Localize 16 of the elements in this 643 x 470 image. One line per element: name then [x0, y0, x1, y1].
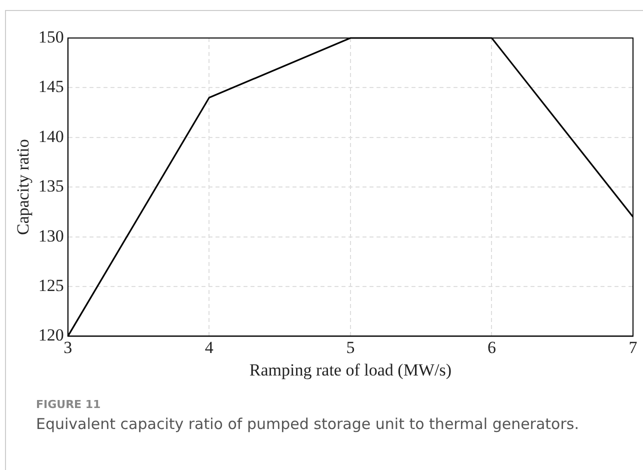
x-tick-label: 7 [628, 338, 638, 357]
y-axis-title: Capacity ratio [14, 139, 33, 236]
x-tick-label: 3 [64, 338, 72, 357]
x-tick-label: 6 [487, 338, 496, 357]
y-tick-label: 120 [38, 326, 64, 345]
x-tick-label: 4 [204, 338, 214, 357]
text: Equivalent capacity ratio of pumped storage unit to thermal generators. [36, 414, 580, 435]
y-tick-label: 150 [38, 27, 64, 46]
x-axis-title: Ramping rate of load (MW/s) [249, 360, 452, 380]
y-tick-label: 130 [38, 226, 64, 246]
y-tick-label: 140 [38, 126, 64, 146]
caption: FIGURE 11 [36, 398, 102, 411]
y-tick-label: 145 [38, 77, 64, 96]
y-tick-label: 125 [38, 276, 64, 295]
x-tick-label: 5 [346, 338, 355, 357]
y-tick-label: 135 [38, 176, 64, 196]
